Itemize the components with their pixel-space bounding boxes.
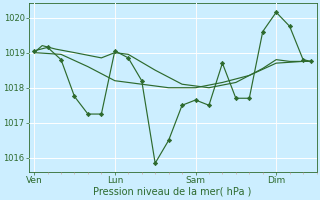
X-axis label: Pression niveau de la mer( hPa ): Pression niveau de la mer( hPa ) (93, 187, 252, 197)
